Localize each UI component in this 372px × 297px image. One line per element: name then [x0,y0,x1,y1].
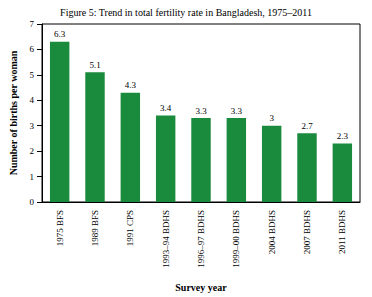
svg-text:3.3: 3.3 [231,106,243,116]
svg-text:3.3: 3.3 [195,106,207,116]
svg-text:1975 BFS: 1975 BFS [55,210,65,246]
svg-text:6: 6 [30,44,35,54]
svg-text:4.3: 4.3 [125,80,137,90]
svg-text:0: 0 [30,197,35,207]
svg-text:Survey year: Survey year [175,282,227,293]
svg-text:7: 7 [30,19,35,29]
svg-text:4: 4 [30,95,35,105]
svg-text:6.3: 6.3 [54,29,66,39]
svg-text:1999–00 BDHS: 1999–00 BDHS [231,210,241,268]
svg-text:Number of births per woman: Number of births per woman [8,50,19,175]
svg-text:3: 3 [30,121,35,131]
svg-text:3: 3 [269,113,274,123]
svg-text:5: 5 [30,70,35,80]
svg-text:2.7: 2.7 [301,121,313,131]
svg-text:1: 1 [30,172,35,182]
svg-text:2011 BDHS: 2011 BDHS [337,210,347,254]
svg-text:2004 BDHS: 2004 BDHS [267,210,277,254]
svg-text:3.4: 3.4 [160,103,172,113]
svg-text:1989 BFS: 1989 BFS [90,210,100,246]
svg-text:2007 BDHS: 2007 BDHS [302,210,312,254]
svg-text:2.3: 2.3 [337,131,349,141]
svg-text:Figure 5: Trend in total ferti: Figure 5: Trend in total fertility rate … [60,7,312,18]
svg-text:1993–94 BDHS: 1993–94 BDHS [161,210,171,268]
svg-text:1996–97 BDHS: 1996–97 BDHS [196,210,206,268]
svg-text:1991 CPS: 1991 CPS [125,210,135,246]
svg-text:5.1: 5.1 [89,60,100,70]
svg-text:2: 2 [30,146,35,156]
